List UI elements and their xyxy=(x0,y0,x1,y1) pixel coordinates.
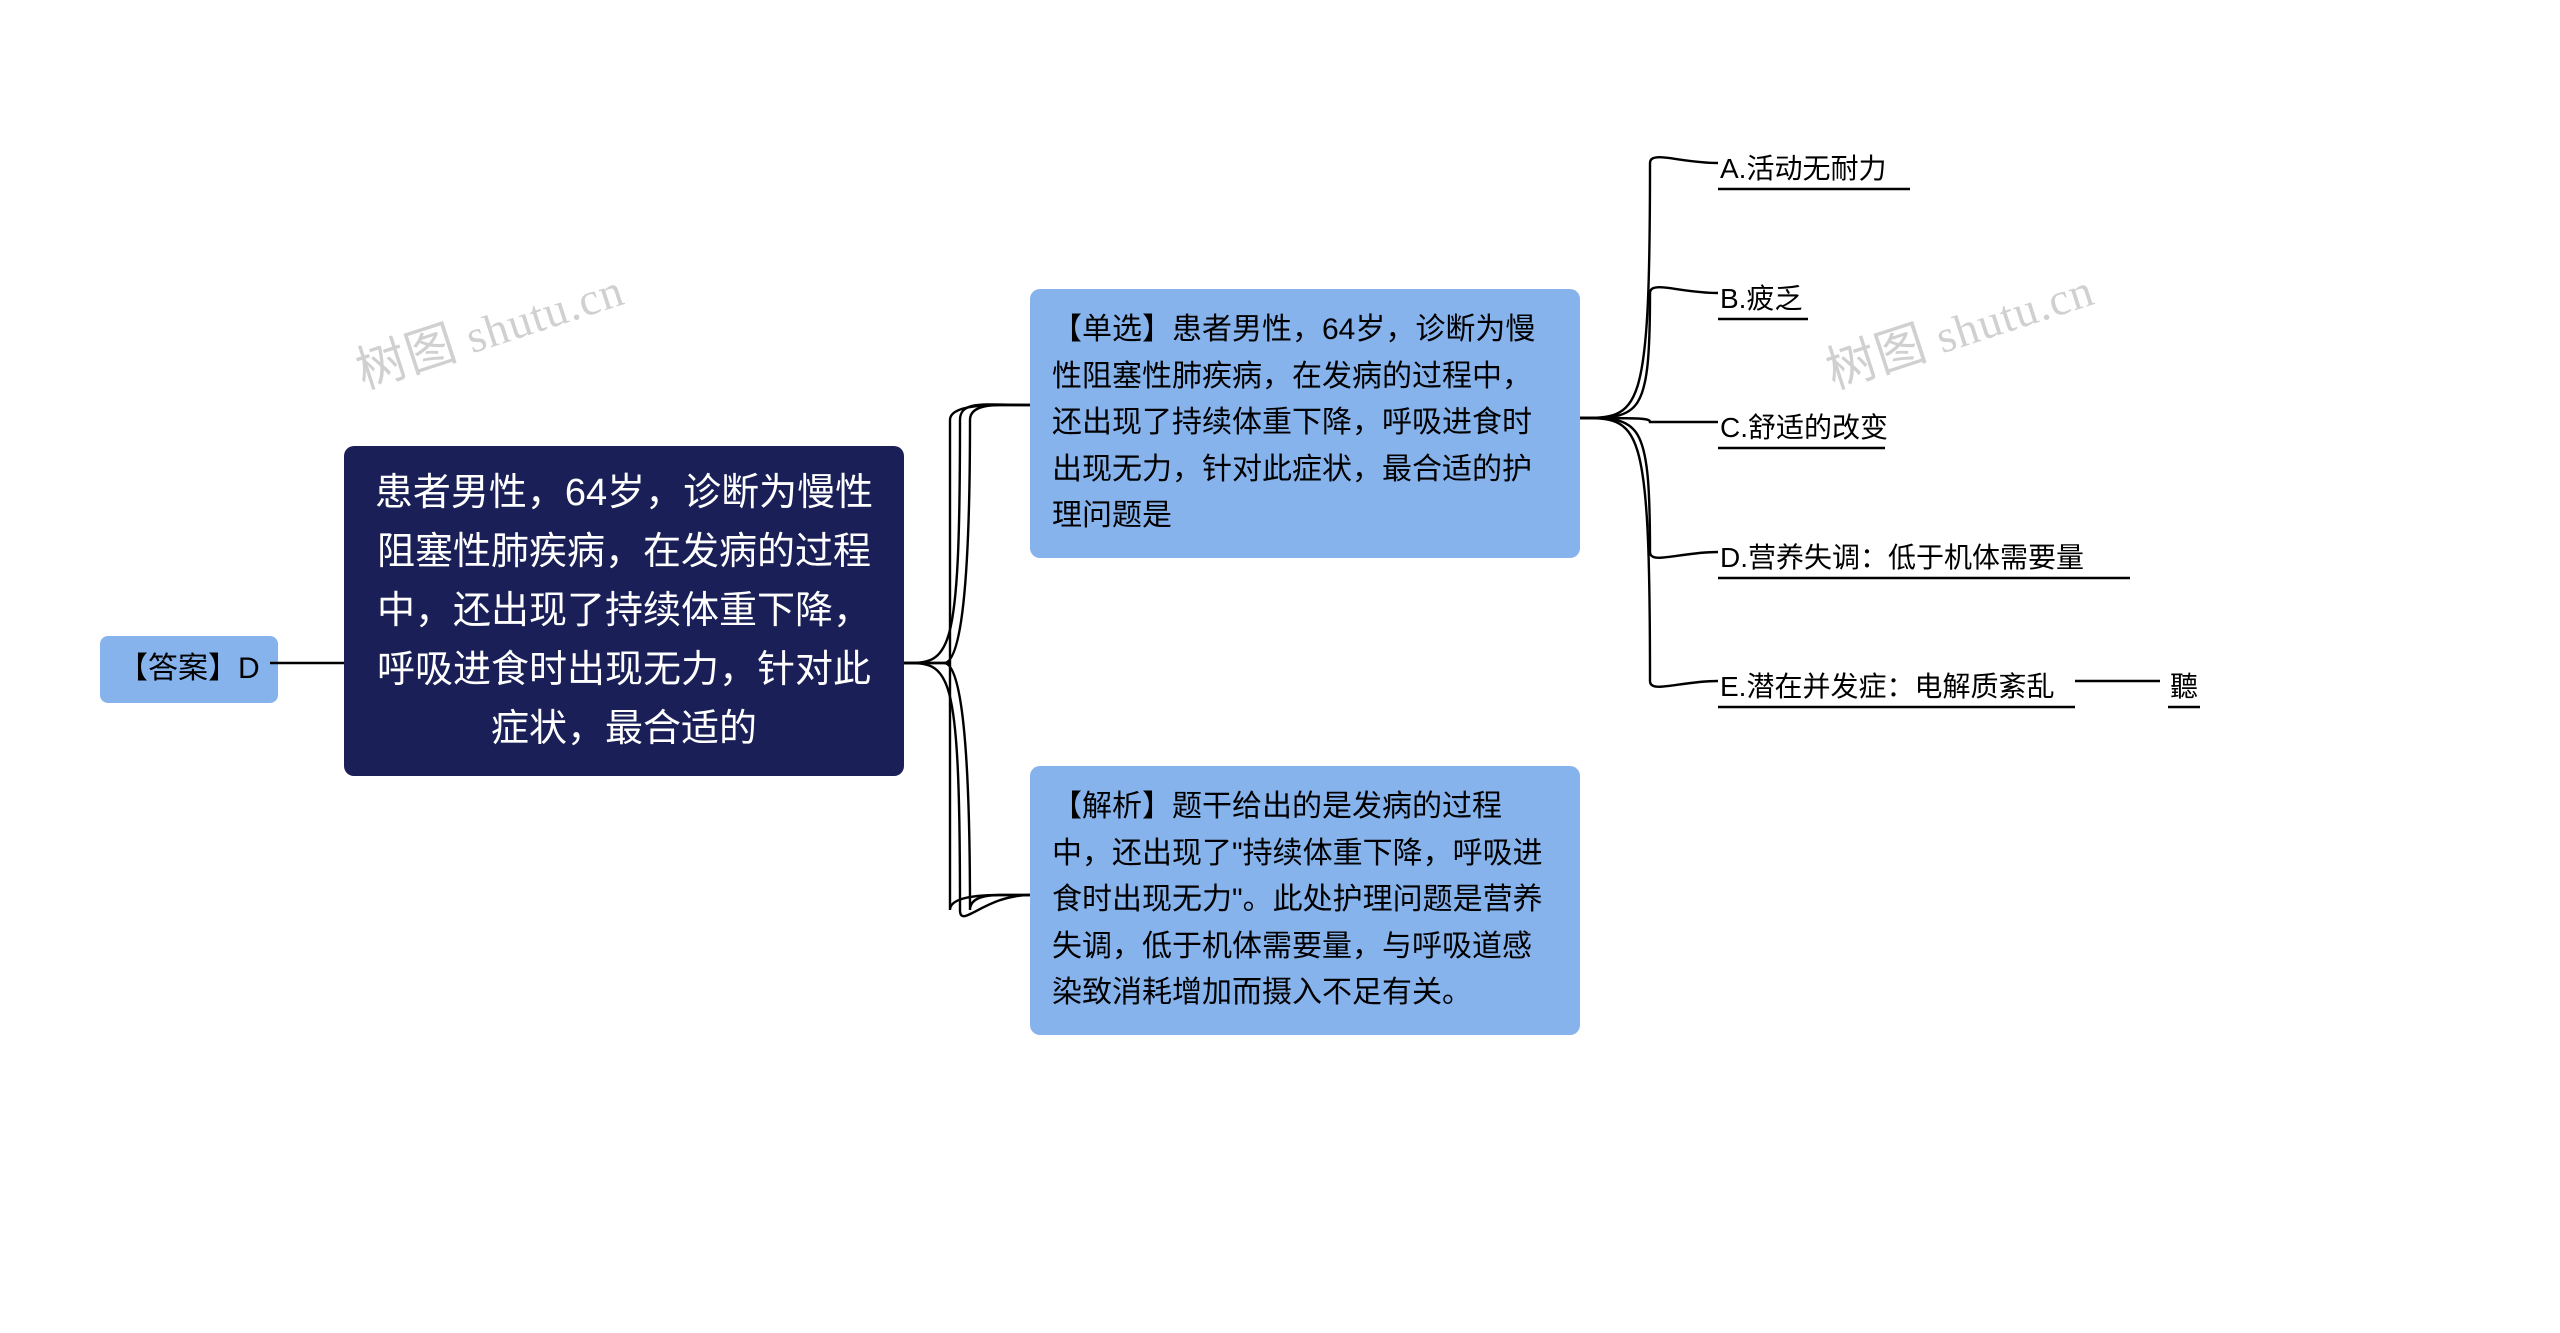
root-node: 患者男性，64岁，诊断为慢性阻塞性肺疾病，在发病的过程中，还出现了持续体重下降，… xyxy=(344,446,904,776)
option-e: E.潜在并发症：电解质紊乱 xyxy=(1720,665,2054,705)
option-a: A.活动无耐力 xyxy=(1720,147,1886,187)
analysis-text: 【解析】题干给出的是发病的过程中，还出现了"持续体重下降，呼吸进食时出现无力"。… xyxy=(1052,790,1543,1009)
tail-char: 聽 xyxy=(2170,665,2198,705)
watermark-en: shutu.cn xyxy=(448,264,630,367)
mindmap-canvas: 树图 shutu.cn 树图 shutu.cn 【答案】D 患者男性，64岁，诊… xyxy=(0,0,2560,1333)
option-c: C.舒适的改变 xyxy=(1720,406,1888,446)
watermark-cn: 树图 xyxy=(1819,314,1933,399)
answer-text: 【答案】D xyxy=(118,652,260,685)
option-a-text: A.活动无耐力 xyxy=(1720,153,1886,184)
watermark-cn: 树图 xyxy=(349,314,463,399)
watermark-en: shutu.cn xyxy=(1918,264,2100,367)
option-b: B.疲乏 xyxy=(1720,277,1802,317)
watermark: 树图 shutu.cn xyxy=(346,249,632,403)
watermark: 树图 shutu.cn xyxy=(1816,249,2102,403)
answer-node: 【答案】D xyxy=(100,636,278,703)
option-c-text: C.舒适的改变 xyxy=(1720,412,1888,443)
option-d: D.营养失调：低于机体需要量 xyxy=(1720,536,2084,576)
option-b-text: B.疲乏 xyxy=(1720,283,1802,314)
tail-char-text: 聽 xyxy=(2170,671,2198,702)
question-node: 【单选】患者男性，64岁，诊断为慢性阻塞性肺疾病，在发病的过程中，还出现了持续体… xyxy=(1030,289,1580,558)
analysis-node: 【解析】题干给出的是发病的过程中，还出现了"持续体重下降，呼吸进食时出现无力"。… xyxy=(1030,766,1580,1035)
option-d-text: D.营养失调：低于机体需要量 xyxy=(1720,542,2084,573)
root-text: 患者男性，64岁，诊断为慢性阻塞性肺疾病，在发病的过程中，还出现了持续体重下降，… xyxy=(375,472,873,750)
question-text: 【单选】患者男性，64岁，诊断为慢性阻塞性肺疾病，在发病的过程中，还出现了持续体… xyxy=(1052,313,1535,532)
option-e-text: E.潜在并发症：电解质紊乱 xyxy=(1720,671,2054,702)
